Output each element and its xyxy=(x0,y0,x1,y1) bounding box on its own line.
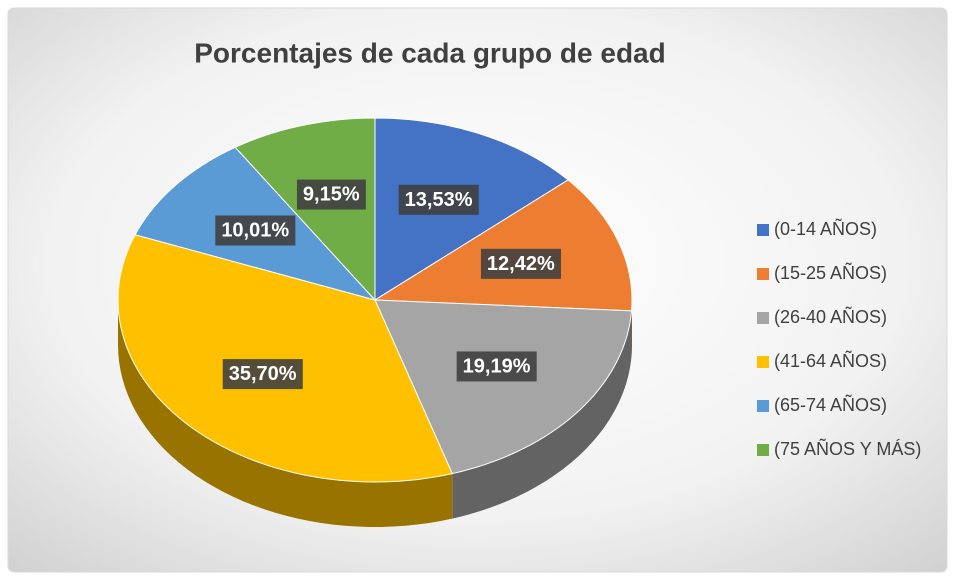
data-label-box xyxy=(480,248,561,279)
legend-swatch xyxy=(757,400,769,412)
legend-swatch xyxy=(757,356,769,368)
pie-slice xyxy=(373,179,633,312)
pie-slice xyxy=(117,234,453,483)
legend-swatch xyxy=(757,312,769,324)
chart-title: Porcentajes de cada grupo de edad xyxy=(194,37,665,68)
data-label: 35,70% xyxy=(229,363,297,385)
data-label-box xyxy=(222,359,303,390)
data-label: 12,42% xyxy=(487,253,555,275)
data-label-box xyxy=(215,215,296,246)
data-label: 10,01% xyxy=(221,219,289,241)
legend-label: (75 AÑOS Y MÁS) xyxy=(774,438,921,459)
legend-label: (26-40 AÑOS) xyxy=(774,306,887,327)
legend-label: (65-74 AÑOS) xyxy=(774,394,887,415)
data-label-box xyxy=(398,184,479,215)
data-label: 9,15% xyxy=(303,184,360,206)
legend-swatch xyxy=(757,224,769,236)
legend-label: (0-14 AÑOS) xyxy=(774,218,877,239)
legend-swatch xyxy=(757,268,769,280)
pie-side xyxy=(118,300,453,527)
data-label: 13,53% xyxy=(405,189,473,211)
legend-swatch xyxy=(757,444,769,456)
legend-label: (41-64 AÑOS) xyxy=(774,350,887,371)
data-label: 19,19% xyxy=(463,355,531,377)
data-label-box xyxy=(296,179,366,210)
pie-slice xyxy=(374,299,633,475)
data-label-box xyxy=(456,351,537,382)
pie-side xyxy=(452,310,632,519)
legend-label: (15-25 AÑOS) xyxy=(774,262,887,283)
